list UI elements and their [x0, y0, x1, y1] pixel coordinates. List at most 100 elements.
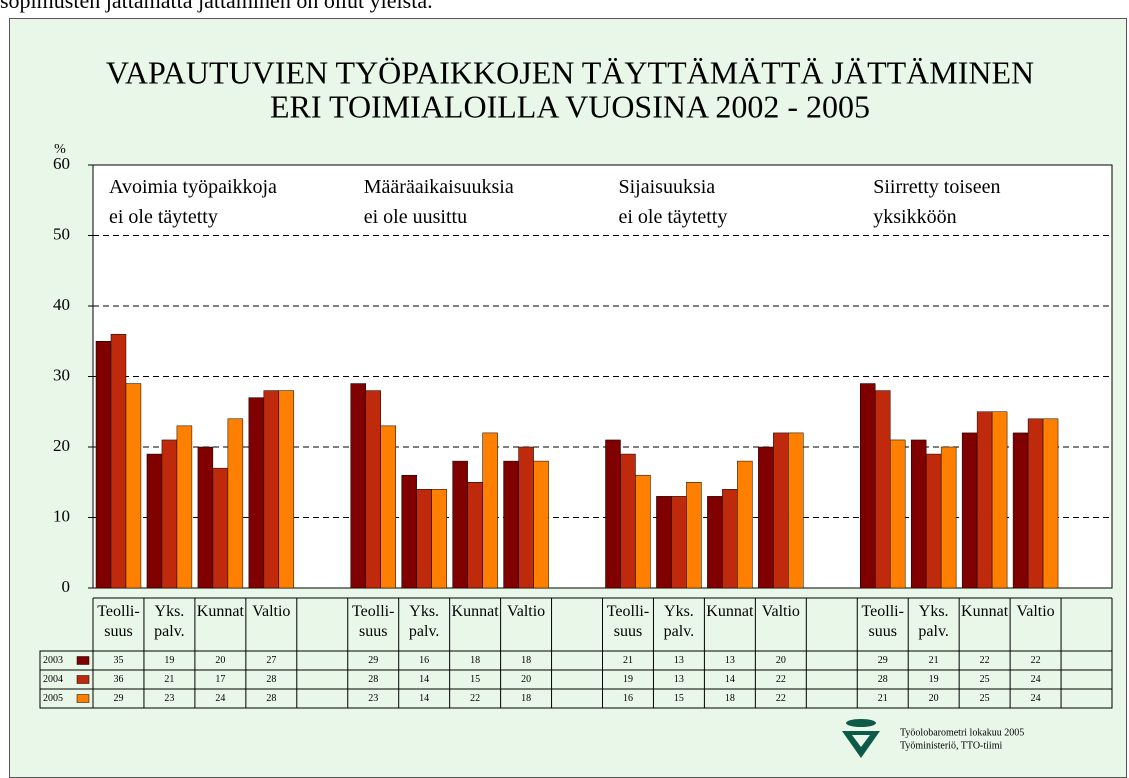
logo — [842, 719, 880, 758]
group-label: Sijaisuuksia ei ole täytetty — [618, 176, 728, 228]
bar — [533, 460, 549, 589]
table-value: 21 — [878, 693, 888, 704]
table-value: 15 — [674, 693, 684, 704]
table-value: 14 — [419, 674, 429, 685]
bar — [686, 482, 702, 589]
bar — [1027, 418, 1044, 589]
bar — [961, 432, 978, 589]
table-value: 23 — [164, 693, 174, 704]
x-tick-label: Valtio — [252, 603, 291, 620]
table-value: 13 — [674, 674, 684, 685]
table-value: 18 — [725, 693, 735, 704]
bar — [518, 446, 534, 589]
table-value: 20 — [776, 655, 786, 666]
table-value: 19 — [929, 674, 939, 685]
legend-label: 2005 — [43, 693, 63, 704]
table-value: 18 — [521, 693, 531, 704]
table-value: 35 — [113, 655, 123, 666]
table-value: 14 — [419, 693, 429, 704]
bar — [874, 390, 891, 589]
bar — [227, 418, 244, 589]
y-tick-label: 30 — [53, 365, 70, 384]
x-tick-label: Kunnat — [451, 603, 499, 620]
bar — [248, 397, 265, 589]
bar — [635, 474, 651, 589]
bar — [467, 482, 483, 589]
table-value: 22 — [776, 693, 786, 704]
bar — [161, 439, 178, 589]
x-tick-label: Yks. palv. — [918, 603, 949, 640]
x-tick-label: Teolli- suus — [861, 603, 904, 640]
table-value: 25 — [980, 693, 990, 704]
y-axis-label: % — [54, 142, 66, 157]
table-value: 20 — [929, 693, 939, 704]
bar — [482, 432, 498, 589]
group-label: Siirretty toiseen yksikköön — [873, 176, 1001, 228]
bar — [452, 460, 468, 589]
table-value: 23 — [368, 693, 378, 704]
bar — [737, 460, 753, 589]
y-tick-label: 0 — [62, 577, 71, 596]
table-value: 19 — [164, 655, 174, 666]
legend-swatch — [76, 675, 90, 684]
bar — [620, 453, 636, 589]
table-value: 22 — [1031, 655, 1041, 666]
table-value: 20 — [521, 674, 531, 685]
x-tick-label: Yks. palv. — [408, 603, 440, 640]
bar — [910, 439, 927, 589]
bar — [889, 439, 906, 589]
bar — [212, 467, 229, 589]
bar — [95, 341, 112, 589]
bar — [773, 432, 789, 589]
x-tick-label: Kunnat — [706, 603, 754, 620]
table-value: 27 — [266, 655, 276, 666]
bar — [671, 496, 687, 589]
x-tick-label: Yks. palv. — [154, 603, 185, 640]
x-tick-label: Valtio — [761, 603, 800, 620]
y-tick-label: 50 — [53, 224, 70, 243]
table-value: 36 — [113, 674, 123, 685]
table-value: 16 — [419, 655, 429, 666]
table-value: 14 — [725, 674, 735, 685]
x-tick-label: Valtio — [506, 603, 546, 620]
table-value: 25 — [980, 674, 990, 685]
table-value: 17 — [215, 674, 225, 685]
legend-label: 2004 — [43, 674, 63, 685]
bar — [176, 425, 193, 589]
table-value: 21 — [929, 655, 939, 666]
bar — [416, 489, 432, 589]
table-value: 22 — [980, 655, 990, 666]
legend-swatch — [76, 694, 90, 703]
bar — [197, 446, 214, 589]
bar — [707, 496, 723, 589]
bar — [860, 383, 876, 589]
table-bg — [39, 650, 1113, 709]
legend-label: 2003 — [43, 655, 63, 666]
x-tick-label: Teolli- suus — [97, 603, 140, 640]
bar — [380, 425, 396, 589]
x-tick-label: Valtio — [1016, 603, 1055, 620]
table-value: 15 — [470, 674, 480, 685]
table-value: 13 — [674, 655, 684, 666]
table-value: 13 — [725, 655, 735, 666]
table-value: 18 — [521, 655, 531, 666]
table-value: 24 — [1031, 674, 1041, 685]
bar — [1012, 432, 1029, 589]
bar — [431, 489, 447, 589]
bar — [146, 453, 163, 589]
table-value: 24 — [215, 693, 225, 704]
table-value: 28 — [266, 674, 276, 685]
bar — [401, 474, 417, 589]
bar — [110, 333, 127, 589]
chart-title: VAPAUTUVIEN TYÖPAIKKOJEN TÄYTTÄMÄTTÄ JÄT… — [106, 54, 1034, 90]
table-value: 24 — [1031, 693, 1041, 704]
bar — [365, 390, 381, 589]
x-tick-label: Kunnat — [196, 603, 244, 620]
bar — [278, 390, 295, 589]
bar — [350, 383, 366, 589]
bar — [976, 411, 993, 589]
group-label: Avoimia työpaikkoja ei ole täytetty — [109, 176, 277, 228]
y-tick-label: 60 — [53, 154, 70, 173]
table-value: 20 — [215, 655, 225, 666]
